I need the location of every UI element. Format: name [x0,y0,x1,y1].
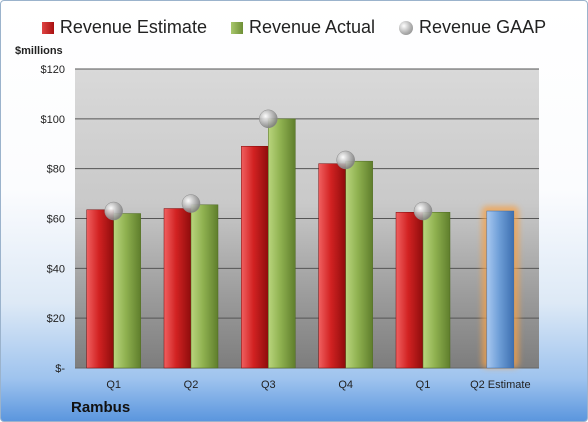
legend-label-gaap: Revenue GAAP [419,17,547,37]
bar-actual [345,160,373,369]
y-tick-label: $- [55,363,65,375]
x-tick-label: Q2 [184,379,199,391]
y-tick-label: $60 [47,214,65,226]
bar-actual [422,212,451,369]
x-axis-ticks: Q1 Q2 Q3 Q4 Q1 Q2 Estimate [106,379,530,391]
bar-estimate [318,163,346,369]
legend-item-estimate: Revenue Estimate [41,17,207,38]
legend-label-estimate: Revenue Estimate [59,17,207,37]
y-tick-label: $120 [41,64,65,76]
legend-swatch-estimate [41,21,54,34]
bar-estimate [86,209,114,369]
legend-swatch-actual [230,21,243,34]
legend-item-gaap: Revenue GAAP [399,17,546,38]
bar-estimate [241,145,269,369]
legend: Revenue Estimate Revenue Actual Revenue … [1,17,587,38]
gaap-marker [259,109,278,129]
x-tick-label: Q1 [106,379,121,391]
legend-label-actual: Revenue Actual [248,17,376,37]
y-tick-label: $100 [41,114,65,126]
bar-actual [268,118,296,369]
x-tick-label: Q4 [338,379,353,391]
x-tick-label: Q3 [261,379,276,391]
gaap-marker [104,201,123,221]
y-tick-label: $40 [47,263,65,275]
units-label: $millions [15,45,63,57]
gaap-marker [413,201,433,221]
bar-estimate [486,210,515,369]
gaap-marker [336,150,355,170]
gaap-markers [104,109,433,221]
y-tick-label: $80 [47,164,65,176]
y-tick-label: $20 [47,313,65,325]
x-tick-label: Q2 Estimate [470,379,531,391]
y-axis-ticks: $- $20 $40 $60 $80 $100 $120 [41,64,66,375]
bar-estimate [395,212,424,369]
legend-item-actual: Revenue Actual [230,17,376,38]
bar-estimate [163,208,192,369]
bar-actual [113,213,141,369]
x-tick-label: Q1 [416,379,431,391]
bars [86,118,519,369]
bar-actual [190,204,219,369]
legend-swatch-gaap [399,20,414,35]
gridlines [75,68,539,369]
company-name: Rambus [71,399,131,416]
gaap-marker [181,194,201,213]
